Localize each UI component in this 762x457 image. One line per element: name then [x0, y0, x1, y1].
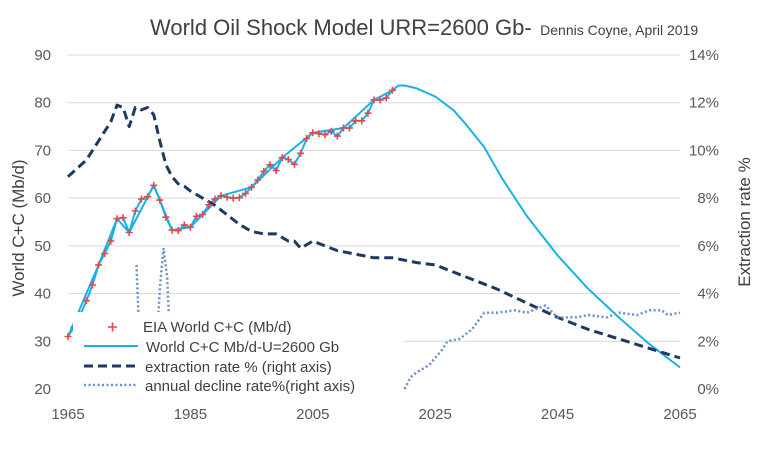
y2-tick-label: 2% — [697, 333, 719, 350]
series-line-decline-rate — [154, 248, 171, 354]
eia-data-point — [260, 167, 268, 175]
eia-data-point — [180, 221, 188, 229]
y-tick-label: 70 — [34, 142, 51, 159]
eia-data-point — [376, 96, 384, 104]
eia-data-point — [235, 194, 243, 202]
x-axis: 1965 1985 2005 2025 2045 2065 — [51, 406, 696, 423]
eia-data-point — [321, 131, 329, 139]
eia-data-point — [370, 96, 378, 104]
x-tick-label: 1985 — [174, 406, 207, 423]
legend: EIA World C+C (Mb/d) World C+C Mb/d-U=260… — [73, 312, 403, 396]
eia-data-point — [327, 127, 335, 135]
chart-title-subtitle: Dennis Coyne, April 2019 — [540, 22, 698, 38]
y2-tick-label: 6% — [697, 238, 719, 255]
y-tick-label: 80 — [34, 95, 51, 112]
eia-data-point — [64, 333, 72, 340]
y-tick-label: 30 — [34, 333, 51, 350]
y-tick-label: 40 — [34, 286, 51, 303]
y2-tick-label: 12% — [689, 95, 719, 112]
eia-data-point — [131, 207, 139, 215]
y-axis-right: 0% 2% 4% 6% 8% 10% 12% 14% — [689, 47, 719, 398]
eia-data-point — [223, 193, 231, 201]
eia-data-point — [174, 227, 182, 235]
eia-data-point — [284, 156, 292, 163]
legend-label: World C+C Mb/d-U=2600 Gb — [146, 339, 339, 356]
eia-data-point — [309, 129, 317, 137]
x-tick-label: 2045 — [541, 406, 574, 423]
eia-data-point — [89, 281, 96, 289]
legend-label: extraction rate % (right axis) — [145, 359, 332, 376]
y2-tick-label: 14% — [689, 47, 719, 64]
eia-data-point — [303, 135, 311, 142]
eia-data-point — [278, 154, 286, 162]
legend-marker-eia — [108, 322, 117, 332]
eia-data-point — [358, 117, 366, 125]
eia-data-point — [266, 161, 274, 169]
eia-data-point — [333, 132, 341, 140]
y-axis-title: World C+C (Mb/d) — [9, 159, 28, 296]
eia-data-point — [242, 189, 249, 197]
eia-data-point — [217, 192, 225, 200]
eia-data-point — [119, 214, 127, 222]
y-axis-left: 20 30 40 50 60 70 80 90 — [34, 47, 51, 398]
eia-data-point — [272, 167, 280, 174]
eia-data-point — [346, 124, 353, 132]
eia-data-point — [162, 213, 170, 221]
y-tick-label: 50 — [34, 238, 51, 255]
eia-data-point — [168, 226, 176, 234]
eia-data-point — [113, 215, 121, 223]
eia-data-point — [199, 210, 207, 218]
eia-data-point — [248, 183, 256, 191]
legend-label: annual decline rate%(right axis) — [145, 378, 355, 395]
y2-tick-label: 4% — [697, 286, 719, 303]
eia-data-point — [290, 160, 298, 168]
legend-background — [73, 312, 403, 396]
eia-data-point — [107, 237, 115, 245]
chart-title-main: World Oil Shock Model URR=2600 Gb- — [150, 15, 532, 40]
eia-data-point — [211, 195, 219, 203]
y2-tick-label: 8% — [697, 190, 719, 207]
eia-data-point — [193, 212, 200, 220]
x-tick-label: 2065 — [663, 406, 696, 423]
eia-data-point — [352, 117, 360, 125]
eia-data-point — [315, 130, 323, 138]
y2-tick-label: 10% — [689, 142, 719, 159]
series-line-decline-rate — [403, 304, 681, 390]
eia-data-point — [156, 196, 164, 204]
y2-tick-label: 0% — [697, 381, 719, 398]
eia-data-point — [95, 261, 103, 269]
x-tick-label: 2005 — [296, 406, 329, 423]
eia-data-point — [205, 201, 213, 209]
y-tick-label: 20 — [34, 381, 51, 398]
y2-axis-title: Extraction rate % — [735, 157, 754, 286]
legend-label: EIA World C+C (Mb/d) — [143, 319, 292, 336]
eia-data-point — [388, 86, 396, 94]
y-tick-label: 90 — [34, 47, 51, 64]
eia-data-point — [339, 124, 347, 132]
series-line-extraction-rate — [66, 103, 681, 360]
eia-data-point — [150, 181, 158, 189]
eia-data-point — [229, 194, 237, 202]
eia-data-point — [364, 109, 372, 117]
eia-data-point — [144, 193, 152, 201]
y-tick-label: 60 — [34, 190, 51, 207]
eia-data-point — [382, 94, 390, 102]
eia-data-point — [137, 195, 145, 203]
eia-data-point — [101, 250, 109, 257]
eia-data-point — [297, 149, 305, 157]
eia-data-point — [186, 223, 194, 231]
x-tick-label: 1965 — [51, 406, 84, 423]
eia-data-point — [82, 297, 90, 305]
eia-data-point — [125, 229, 133, 236]
chart-title: World Oil Shock Model URR=2600 Gb- Denni… — [150, 15, 698, 40]
eia-data-point — [254, 176, 262, 184]
x-tick-label: 2025 — [419, 406, 452, 423]
